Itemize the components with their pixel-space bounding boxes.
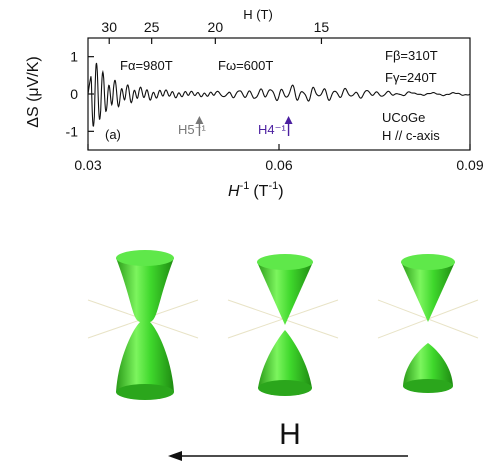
field-direction-label: H // c-axis [382, 128, 440, 143]
h4-arrow-head [284, 116, 293, 124]
fermi-surface-touching-cones [257, 254, 313, 396]
annotation-f-beta: Fβ=310T [385, 48, 438, 63]
separated-lower-pocket [403, 343, 453, 386]
chart-panel: 0.03 0.06 0.09 1 0 -1 30 25 20 15 H (T) ΔS (μV/K)… [25, 7, 484, 200]
fermi-surface-neck [116, 250, 174, 400]
sample-label: UCoGe [382, 110, 425, 125]
fermi-surface-separated [401, 254, 455, 393]
y-tick-label: 0 [70, 86, 78, 102]
panel-label: (a) [105, 127, 121, 142]
annotation-f-alpha: Fα=980T [120, 58, 173, 73]
annotation-h5: H5⁻¹ [178, 122, 206, 137]
annotation-f-omega: Fω=600T [218, 58, 273, 73]
separated-lower-cap [403, 379, 453, 393]
h5-arrow-head [195, 116, 204, 124]
lower-cone-cap [258, 380, 312, 396]
y-tick-label: -1 [66, 123, 79, 139]
x-tick-label: 0.03 [74, 157, 101, 173]
top-tick-label: 20 [208, 19, 224, 35]
upper-cone [257, 262, 313, 325]
y-tick-label: 1 [70, 49, 78, 65]
x-tick-label: 0.06 [265, 157, 292, 173]
neck-body [116, 258, 174, 392]
separated-upper-cone [401, 262, 455, 322]
axis-ticks [87, 38, 471, 150]
field-arrow-head [168, 451, 182, 461]
upper-cone-cap [257, 254, 313, 270]
top-axis-label: H (T) [243, 7, 273, 22]
top-tick-label: 25 [144, 19, 160, 35]
axis-tick-labels: 0.03 0.06 0.09 1 0 -1 30 25 20 15 [66, 19, 484, 173]
field-arrow: H [168, 418, 408, 461]
series-line [87, 62, 471, 127]
annotation-f-gamma: Fγ=240T [385, 70, 437, 85]
annotation-h4: H4⁻¹ [258, 122, 286, 137]
neck-top-cap [116, 250, 174, 266]
top-tick-label: 30 [101, 19, 117, 35]
top-tick-label: 15 [314, 19, 330, 35]
field-arrow-label: H [279, 418, 301, 451]
x-tick-label: 0.09 [456, 157, 483, 173]
x-axis-label: H-1 (T-1) [228, 180, 284, 200]
neck-bottom-cap [116, 384, 174, 400]
diagram-panel: H [87, 250, 479, 461]
lower-cone [258, 330, 312, 388]
separated-upper-cap [401, 254, 455, 270]
y-axis-label: ΔS (μV/K) [25, 56, 42, 127]
